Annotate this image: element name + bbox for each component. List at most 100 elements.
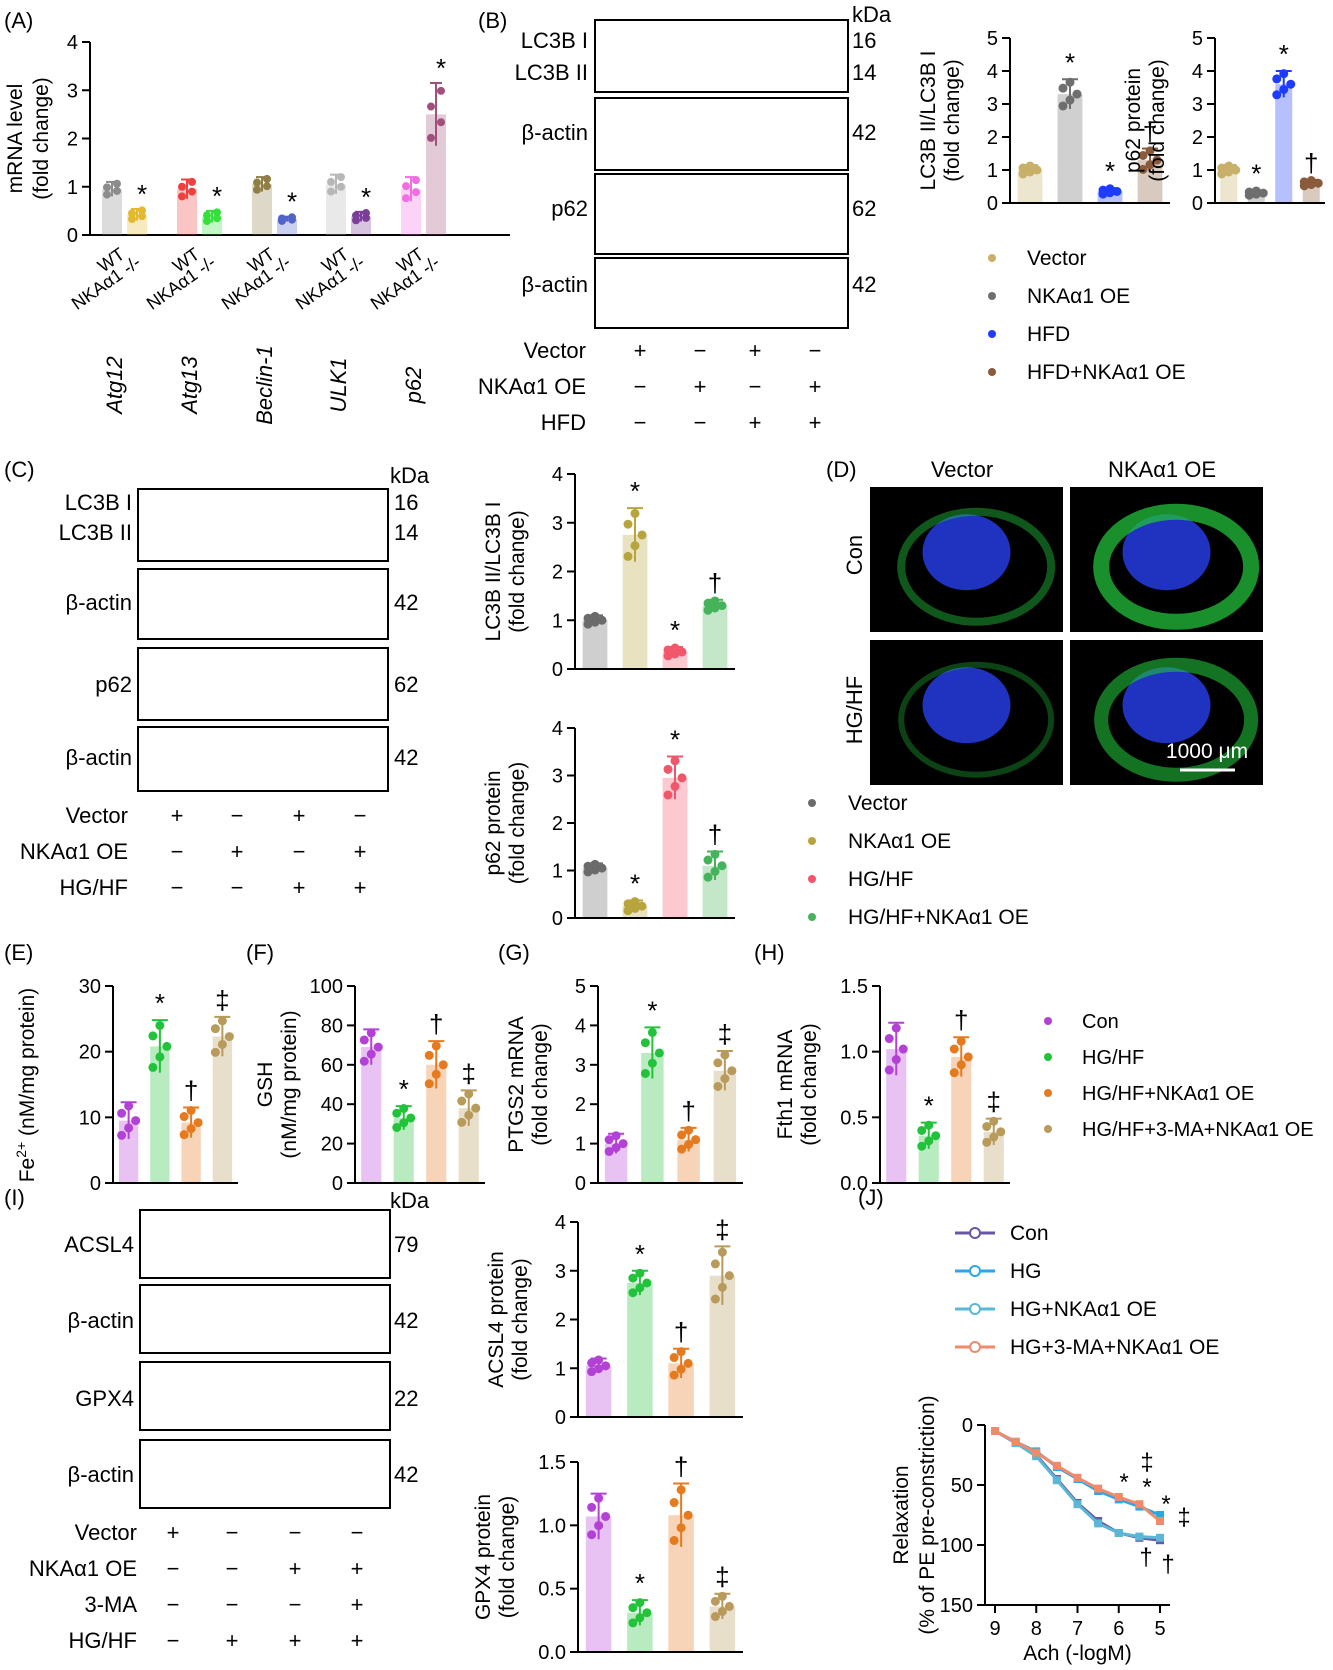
data-point <box>1251 186 1261 196</box>
y-tick-label: 50 <box>951 1475 973 1497</box>
data-point <box>989 1116 999 1126</box>
data-point <box>1156 1517 1164 1525</box>
panel-label-i: (I) <box>4 1185 25 1210</box>
data-point <box>601 1361 611 1371</box>
data-point <box>583 613 593 623</box>
x-tick-label: 9 <box>989 1618 1000 1640</box>
data-point <box>611 1131 621 1141</box>
y-tick-label: 0 <box>90 1173 101 1195</box>
data-point <box>464 1089 474 1099</box>
data-point <box>373 1042 383 1052</box>
y-tick-label: 2 <box>1192 127 1203 149</box>
data-point <box>1052 1461 1061 1470</box>
data-point <box>128 209 136 218</box>
data-point <box>676 1347 686 1357</box>
significance-mark: * <box>212 181 222 211</box>
condition-sign: + <box>809 374 822 399</box>
autophagy-stain <box>897 507 1056 626</box>
data-point <box>213 214 221 223</box>
panel-label-j: (J) <box>858 1185 884 1210</box>
y-axis-label: (% of PE pre-constriction) <box>916 1395 939 1634</box>
autophagy-stain <box>1094 657 1259 782</box>
data-point <box>203 217 211 226</box>
condition-label: NKAα1 OE <box>478 374 586 399</box>
legend-entry: NKAα1 OE <box>848 830 951 853</box>
data-point <box>1065 95 1075 105</box>
significance-mark: * <box>1142 1474 1151 1501</box>
nucleus-stain <box>922 514 1011 591</box>
data-point <box>359 1056 369 1066</box>
data-point <box>117 1130 127 1140</box>
data-point <box>898 1044 908 1054</box>
condition-label: Vector <box>75 1520 137 1545</box>
significance-mark: * <box>1065 47 1075 77</box>
bar-chart <box>1017 77 1163 203</box>
data-point <box>684 1139 694 1149</box>
data-point <box>278 214 286 223</box>
data-point <box>1073 1500 1082 1509</box>
data-point <box>669 1353 679 1363</box>
data-point <box>1272 90 1282 100</box>
legend-entry: HFD <box>1027 323 1070 346</box>
y-axis-label: GSH <box>254 1062 277 1108</box>
significance-mark: ‡ <box>987 1087 1001 1117</box>
blot-frame <box>137 488 389 562</box>
data-point <box>359 1035 369 1045</box>
condition-sign: − <box>749 374 762 399</box>
data-point <box>399 1104 409 1114</box>
gene-label: ULK1 <box>326 357 351 412</box>
condition-sign: + <box>634 338 647 363</box>
data-point <box>677 1130 687 1140</box>
data-point <box>366 1028 376 1038</box>
data-point <box>590 611 600 621</box>
nucleus-stain <box>1122 514 1211 591</box>
data-point <box>717 861 727 871</box>
condition-sign: − <box>171 839 184 864</box>
gene-label: Beclin-1 <box>252 345 277 424</box>
condition-sign: + <box>351 1628 364 1653</box>
data-point <box>155 1052 165 1062</box>
data-point <box>703 605 713 615</box>
kda-value: 42 <box>394 745 418 770</box>
y-tick-label: 0 <box>555 1407 566 1429</box>
significance-mark: † <box>184 1075 198 1105</box>
y-tick-label: 0.5 <box>538 1579 566 1601</box>
kda-label: kDa <box>852 2 892 27</box>
data-point <box>327 177 335 186</box>
blot-label: LC3B I <box>65 490 132 515</box>
data-point <box>623 899 633 909</box>
data-point <box>683 1510 693 1520</box>
significance-mark: * <box>630 476 640 506</box>
bar <box>641 1052 664 1183</box>
y-tick-label: 2 <box>575 1094 586 1116</box>
condition-sign: − <box>289 1592 302 1617</box>
y-tick-label: 4 <box>552 718 563 740</box>
y-tick-label: 3 <box>575 1055 586 1077</box>
bar-chart <box>585 1245 736 1417</box>
condition-sign: − <box>231 875 244 900</box>
panel-label-a: (A) <box>4 8 33 33</box>
blot-frame <box>594 257 849 329</box>
y-axis-label: (fold change) <box>30 77 53 200</box>
condition-label: Vector <box>524 338 586 363</box>
condition-label: 3-MA <box>84 1592 137 1617</box>
condition-sign: − <box>167 1592 180 1617</box>
y-tick-label: 20 <box>321 1134 343 1156</box>
data-point <box>124 1101 134 1111</box>
condition-label: HG/HF <box>60 875 128 900</box>
legend-marker <box>1044 1125 1052 1133</box>
y-tick-label: 4 <box>555 1212 566 1234</box>
significance-mark: * <box>635 1568 645 1598</box>
y-tick-label: 0.0 <box>840 1173 868 1195</box>
y-tick-label: 5 <box>1192 28 1203 50</box>
significance-mark: ‡ <box>718 1019 732 1049</box>
kda-value: 79 <box>394 1232 418 1257</box>
data-point <box>891 1023 901 1033</box>
data-point <box>427 102 435 111</box>
y-tick-label: 2 <box>555 1310 566 1332</box>
y-axis-label: GPX4 protein <box>472 1494 495 1620</box>
column-label: Vector <box>931 457 993 482</box>
data-point <box>635 1283 645 1293</box>
row-label: Con <box>842 535 867 575</box>
y-tick-label: 3 <box>555 1261 566 1283</box>
